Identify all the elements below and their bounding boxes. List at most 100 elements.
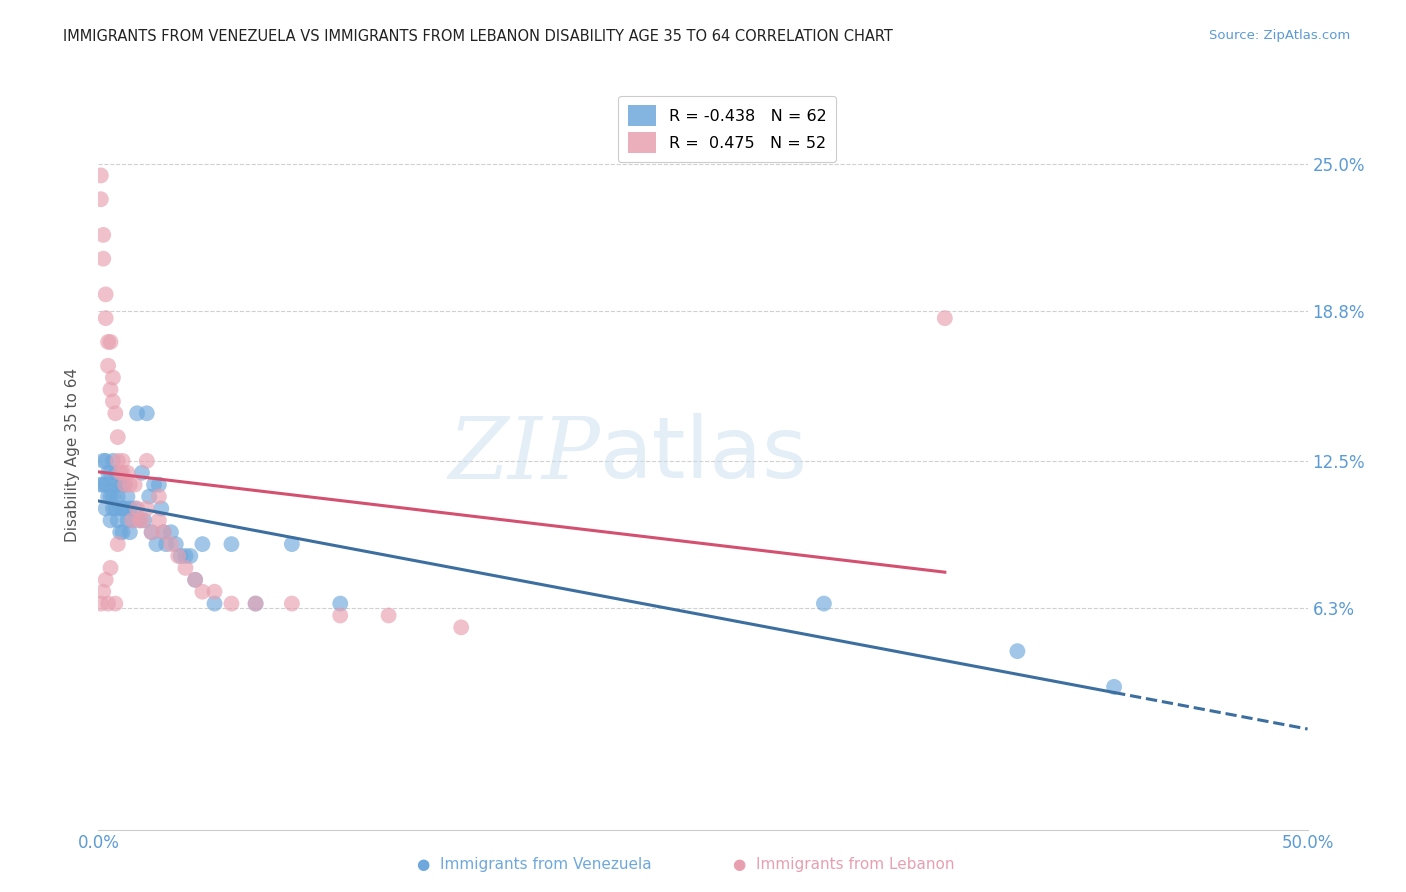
Point (1102, 680, 1125, 694)
Point (118, 525, 141, 540)
Point (131, 466, 153, 480)
Point (191, 584, 214, 599)
Point (101, 454, 124, 468)
Point (91, 454, 114, 468)
Point (128, 513, 150, 527)
Point (191, 537, 214, 551)
Point (377, 608, 399, 623)
Point (148, 490, 170, 504)
Y-axis label: Disability Age 35 to 64: Disability Age 35 to 64 (65, 368, 80, 542)
Point (169, 549, 191, 563)
Point (107, 477, 129, 491)
Point (117, 513, 139, 527)
Point (101, 501, 124, 516)
Point (134, 513, 156, 527)
Point (179, 549, 201, 563)
Text: Source: ZipAtlas.com: Source: ZipAtlas.com (1209, 29, 1350, 42)
Point (100, 334, 122, 349)
Point (94, 454, 117, 468)
Point (117, 490, 139, 504)
Text: ●  Immigrants from Venezuela: ● Immigrants from Venezuela (418, 857, 651, 872)
Point (124, 501, 146, 516)
Point (114, 477, 136, 491)
Point (104, 597, 127, 611)
Point (100, 466, 122, 480)
Point (111, 454, 134, 468)
Point (108, 525, 131, 540)
Point (141, 525, 163, 540)
Point (111, 477, 134, 491)
Point (174, 549, 197, 563)
Point (813, 597, 835, 611)
Point (121, 513, 143, 527)
Point (152, 525, 174, 540)
Point (167, 549, 190, 563)
Point (91, 584, 114, 599)
Point (100, 383, 122, 397)
Point (128, 513, 150, 527)
Point (148, 477, 170, 491)
Point (221, 537, 243, 551)
Point (100, 561, 122, 575)
Point (107, 454, 129, 468)
Point (131, 513, 153, 527)
Point (148, 513, 170, 527)
Point (101, 394, 124, 409)
Point (204, 584, 226, 599)
Point (101, 370, 124, 384)
Point (204, 597, 226, 611)
Point (281, 537, 304, 551)
Point (94, 287, 117, 301)
Point (107, 490, 129, 504)
Point (100, 513, 122, 527)
Point (124, 477, 146, 491)
Point (1007, 644, 1029, 658)
Point (135, 501, 157, 516)
Text: IMMIGRANTS FROM VENEZUELA VS IMMIGRANTS FROM LEBANON DISABILITY AGE 35 TO 64 COR: IMMIGRANTS FROM VENEZUELA VS IMMIGRANTS … (63, 29, 893, 44)
Point (127, 406, 149, 420)
Text: ●  Immigrants from Lebanon: ● Immigrants from Lebanon (733, 857, 955, 872)
Point (91, 477, 114, 491)
Point (329, 597, 352, 611)
Point (138, 490, 160, 504)
Point (97, 359, 120, 373)
Point (104, 466, 127, 480)
Text: ZIP: ZIP (449, 414, 600, 496)
Point (160, 525, 183, 540)
Point (97, 597, 120, 611)
Point (101, 490, 124, 504)
Point (108, 466, 131, 480)
Point (108, 477, 131, 491)
Point (107, 513, 129, 527)
Point (111, 525, 134, 540)
Point (160, 537, 183, 551)
Point (184, 573, 207, 587)
Point (281, 597, 304, 611)
Point (91, 227, 114, 242)
Text: atlas: atlas (600, 413, 808, 497)
Point (245, 597, 267, 611)
Point (150, 501, 173, 516)
Point (111, 466, 134, 480)
Point (94, 477, 117, 491)
Point (114, 501, 136, 516)
Point (165, 537, 187, 551)
Point (104, 501, 127, 516)
Point (90, 169, 112, 183)
Point (91, 252, 114, 266)
Point (117, 466, 139, 480)
Point (174, 561, 197, 575)
Point (94, 311, 117, 326)
Legend: R = -0.438   N = 62, R =  0.475   N = 52: R = -0.438 N = 62, R = 0.475 N = 52 (619, 95, 837, 162)
Point (97, 466, 120, 480)
Point (107, 430, 129, 444)
Point (97, 334, 120, 349)
Point (135, 454, 157, 468)
Point (90, 597, 112, 611)
Point (104, 406, 127, 420)
Point (135, 406, 157, 420)
Point (127, 501, 149, 516)
Point (934, 311, 956, 326)
Point (143, 477, 166, 491)
Point (94, 573, 117, 587)
